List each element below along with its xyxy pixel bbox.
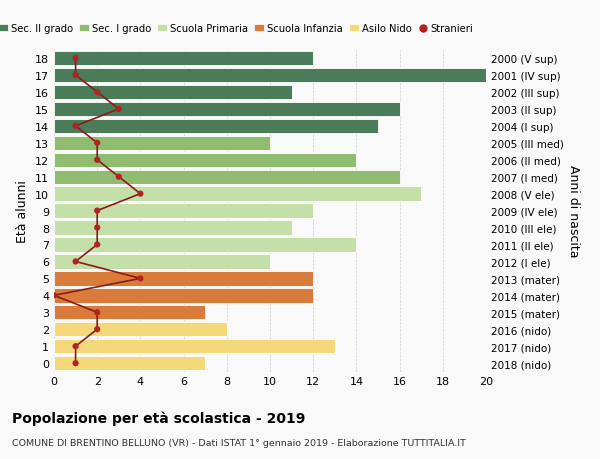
- Point: [92, 140, 102, 147]
- Point: [71, 258, 80, 266]
- Bar: [54, 339, 335, 353]
- Point: [71, 72, 80, 79]
- Bar: [54, 305, 205, 320]
- Point: [71, 360, 80, 367]
- Bar: [54, 272, 313, 286]
- Y-axis label: Età alunni: Età alunni: [16, 180, 29, 242]
- Point: [71, 55, 80, 62]
- Bar: [54, 322, 227, 337]
- Bar: [54, 85, 292, 100]
- Point: [71, 123, 80, 130]
- Bar: [54, 69, 486, 83]
- Bar: [54, 221, 292, 235]
- Point: [92, 224, 102, 232]
- Point: [114, 174, 124, 181]
- Bar: [54, 289, 313, 303]
- Bar: [54, 187, 421, 202]
- Point: [136, 275, 145, 282]
- Bar: [54, 356, 205, 370]
- Legend: Sec. II grado, Sec. I grado, Scuola Primaria, Scuola Infanzia, Asilo Nido, Stran: Sec. II grado, Sec. I grado, Scuola Prim…: [0, 20, 477, 38]
- Bar: [54, 136, 270, 151]
- Bar: [54, 153, 356, 168]
- Point: [92, 157, 102, 164]
- Point: [92, 309, 102, 316]
- Point: [92, 89, 102, 96]
- Point: [92, 326, 102, 333]
- Point: [92, 241, 102, 249]
- Y-axis label: Anni di nascita: Anni di nascita: [568, 165, 580, 257]
- Point: [114, 106, 124, 113]
- Bar: [54, 255, 270, 269]
- Point: [92, 207, 102, 215]
- Bar: [54, 52, 313, 66]
- Point: [71, 343, 80, 350]
- Point: [49, 292, 59, 299]
- Bar: [54, 119, 378, 134]
- Bar: [54, 170, 400, 185]
- Point: [136, 190, 145, 198]
- Bar: [54, 102, 400, 117]
- Text: Popolazione per età scolastica - 2019: Popolazione per età scolastica - 2019: [12, 411, 305, 425]
- Bar: [54, 204, 313, 218]
- Text: COMUNE DI BRENTINO BELLUNO (VR) - Dati ISTAT 1° gennaio 2019 - Elaborazione TUTT: COMUNE DI BRENTINO BELLUNO (VR) - Dati I…: [12, 438, 466, 448]
- Bar: [54, 238, 356, 252]
